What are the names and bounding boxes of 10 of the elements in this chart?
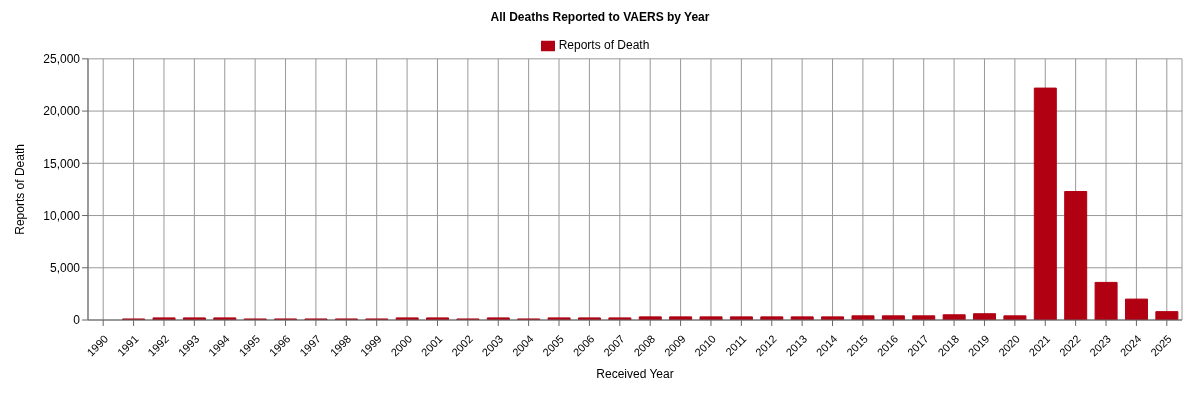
y-tick-label: 0	[73, 313, 81, 328]
y-tick-label: 10,000	[43, 208, 81, 223]
chart-title: All Deaths Reported to VAERS by Year	[489, 9, 711, 26]
y-axis-title: Reports of Death	[13, 144, 28, 235]
y-tick-label: 20,000	[43, 104, 81, 119]
legend-label: Reports of Death	[558, 38, 650, 52]
y-tick-label: 25,000	[43, 52, 81, 67]
x-axis-title: Received Year	[596, 367, 674, 381]
y-tick-label: 5,000	[49, 261, 81, 276]
y-tick-label: 15,000	[43, 156, 81, 171]
